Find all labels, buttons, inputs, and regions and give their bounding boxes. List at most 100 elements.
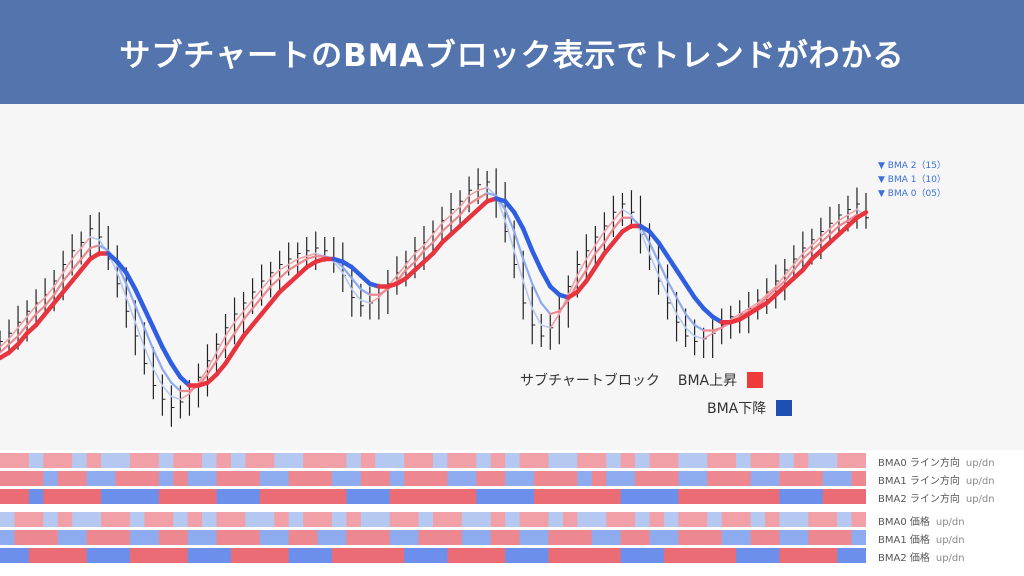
ma-line-segment-1	[71, 257, 83, 272]
block-row-0	[0, 453, 866, 468]
ma-line-segment-0	[423, 233, 434, 247]
block-cell	[591, 512, 607, 527]
block-cell	[837, 548, 853, 563]
ma-line-segment-1	[350, 277, 362, 291]
block-cell	[331, 530, 347, 545]
block-cell	[707, 489, 723, 504]
ma-line-segment-0	[224, 321, 236, 337]
block-cell	[360, 489, 376, 504]
block-cell	[793, 453, 809, 468]
block-cell	[360, 471, 376, 486]
block-cell	[86, 548, 102, 563]
block-cell	[837, 471, 853, 486]
block-cell	[476, 512, 492, 527]
ma-line-segment-0	[26, 304, 37, 318]
block-cell	[548, 548, 564, 563]
block-cell	[736, 489, 752, 504]
block-cell	[115, 489, 131, 504]
block-cell	[346, 471, 362, 486]
legend-down: BMA下降	[707, 398, 793, 418]
block-cell	[447, 489, 463, 504]
block-cell	[620, 530, 636, 545]
block-cell	[389, 489, 405, 504]
block-cell	[779, 548, 795, 563]
ma-line-segment-2	[674, 267, 688, 286]
block-cell	[303, 489, 319, 504]
block-cell	[822, 453, 838, 468]
block-cell	[216, 471, 232, 486]
block-cell	[851, 471, 866, 486]
block-cell	[360, 453, 376, 468]
block-cell	[750, 512, 766, 527]
block-cell	[490, 471, 506, 486]
block-cell	[721, 548, 737, 563]
block-cell	[505, 530, 521, 545]
block-cell	[692, 471, 708, 486]
block-cell	[736, 453, 752, 468]
block-cell	[346, 530, 362, 545]
ma-line-segment-0	[468, 189, 479, 197]
ma-line-segment-1	[792, 257, 804, 272]
block-cell	[158, 453, 174, 468]
block-cell	[317, 512, 333, 527]
block-cell	[187, 453, 203, 468]
ma-line-segment-1	[837, 219, 850, 228]
block-cell	[519, 512, 535, 527]
block-cell	[274, 548, 290, 563]
ma-line-segment-0	[693, 335, 705, 340]
ma-line-segment-0	[161, 384, 173, 398]
ma-line-segment-1	[603, 227, 615, 244]
block-cell	[562, 453, 578, 468]
block-cell	[28, 530, 44, 545]
block-cell	[331, 489, 347, 504]
block-row-4	[0, 530, 866, 545]
ma-line-segment-0	[369, 296, 380, 304]
block-cell	[57, 530, 73, 545]
block-cell	[707, 453, 723, 468]
block-cell	[72, 530, 88, 545]
ma-label-bma0: ▼ BMA 0（05）	[878, 189, 946, 199]
block-cell	[14, 548, 30, 563]
block-cell	[837, 512, 853, 527]
block-cell	[793, 489, 809, 504]
ma-line-segment-1	[287, 263, 299, 272]
block-cell	[0, 530, 15, 545]
ma-line-segment-0	[89, 236, 101, 241]
ma-line-segment-1	[152, 348, 164, 371]
ma-line-segment-2	[250, 311, 264, 328]
block-cell	[375, 548, 391, 563]
block-row-svg	[0, 489, 866, 504]
block-cell	[750, 489, 766, 504]
ma-line-segment-1	[594, 241, 606, 255]
ma-line-segment-0	[477, 186, 488, 192]
ma-line-segment-1	[224, 332, 236, 349]
block-cell	[505, 548, 521, 563]
block-cell	[461, 471, 477, 486]
ma-line-segment-1	[377, 288, 389, 296]
block-cell	[534, 512, 549, 527]
block-cell	[404, 548, 420, 563]
block-cell	[259, 471, 275, 486]
ma-line-segment-0	[44, 285, 55, 299]
block-cell	[404, 471, 420, 486]
ma-line-segment-0	[125, 296, 137, 324]
ma-line-segment-1	[16, 323, 29, 338]
block-cell	[259, 530, 275, 545]
ma-line-segment-1	[828, 224, 841, 236]
block-cell	[519, 471, 535, 486]
block-cell	[346, 548, 362, 563]
ma-line-segment-0	[621, 208, 633, 216]
ma-line-segment-0	[657, 274, 669, 296]
block-cell	[245, 489, 261, 504]
ma-line-segment-1	[449, 213, 462, 225]
block-cell	[635, 512, 650, 527]
block-cell	[72, 548, 88, 563]
block-cell	[202, 453, 217, 468]
block-cell	[360, 548, 376, 563]
block-cell	[707, 548, 723, 563]
block-cell	[779, 471, 795, 486]
block-cell	[129, 530, 145, 545]
ma-line-segment-1	[765, 288, 777, 299]
ma-line-segment-0	[675, 313, 687, 329]
block-cell	[28, 453, 44, 468]
